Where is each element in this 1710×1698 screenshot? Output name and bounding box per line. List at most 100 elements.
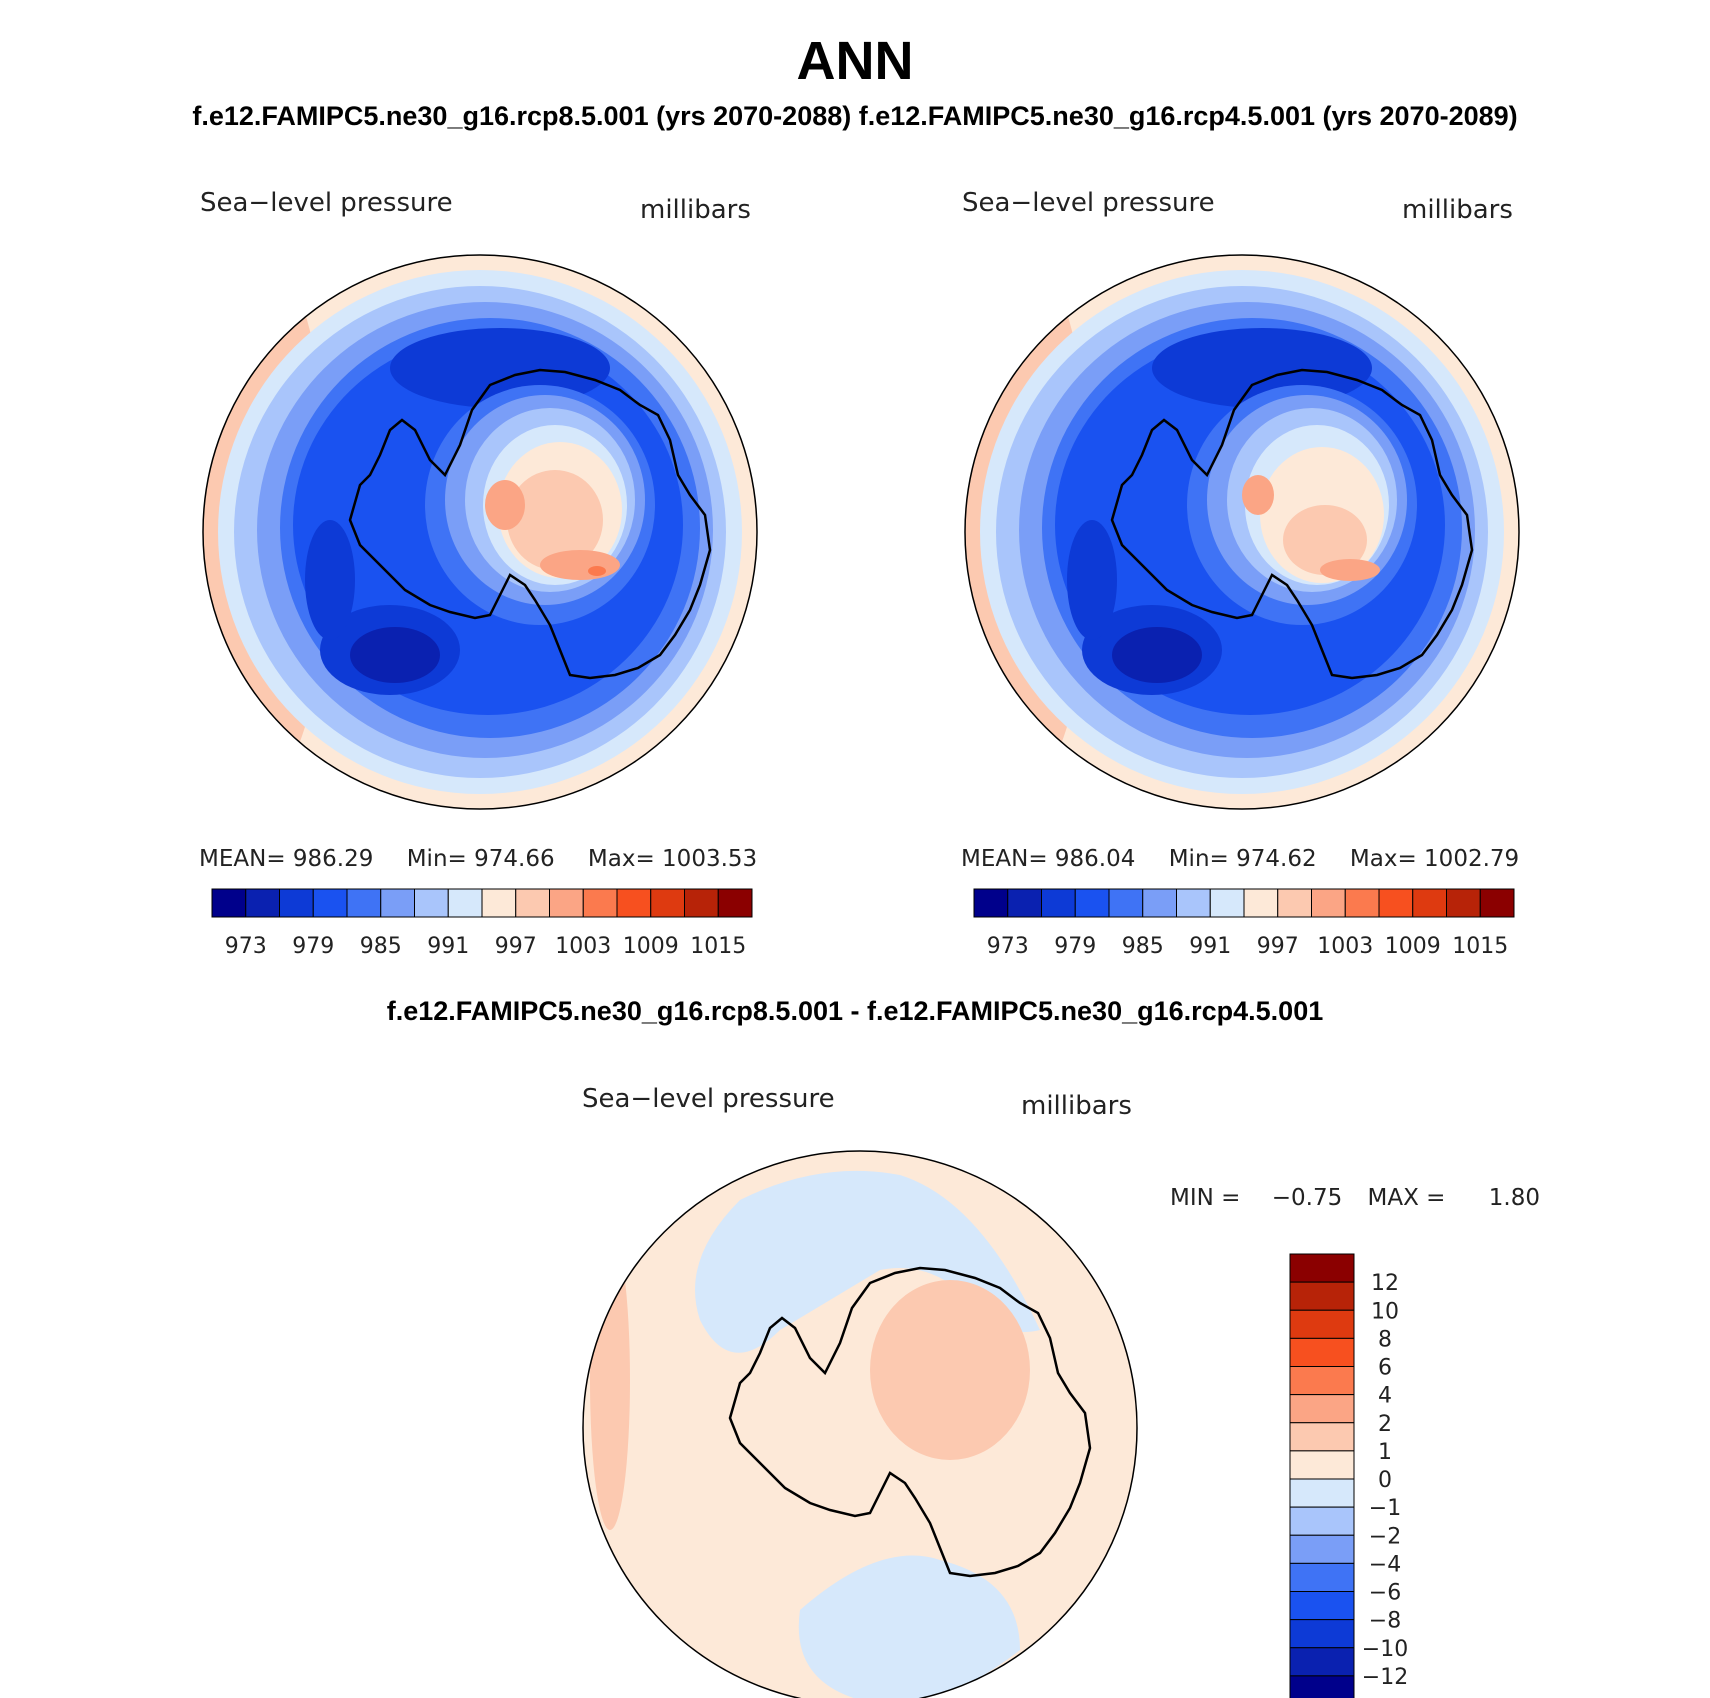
colorbar-tick-label: 1015 — [1452, 934, 1508, 959]
colorbar-swatch — [1289, 1506, 1355, 1536]
max-stat-right: Max= 1002.79 — [1349, 846, 1520, 872]
colorbar-right: 973 979 985 991 997 1003 1009 1015 — [973, 888, 1515, 959]
colorbar-swatch — [1289, 1450, 1355, 1480]
colorbar-tick-label: −8 — [1369, 1609, 1401, 1634]
colorbar-tick-label: 1003 — [555, 934, 611, 959]
colorbar-swatch — [515, 888, 550, 918]
colorbar-swatch — [1108, 888, 1144, 918]
variable-label-right: Sea−level pressure — [962, 188, 1215, 218]
max-stat-left: Max= 1003.53 — [587, 846, 758, 872]
colorbar-swatch — [1041, 888, 1076, 918]
units-label-diff: millibars — [1021, 1091, 1132, 1121]
colorbar-swatch — [1446, 888, 1481, 918]
map-boundary — [964, 254, 1520, 810]
colorbar-tick-label: 4 — [1378, 1384, 1392, 1409]
colorbar-swatch — [380, 888, 415, 918]
colorbar-tick-label: 979 — [1054, 934, 1096, 959]
colorbar-swatch — [1311, 888, 1346, 918]
colorbar-tick-label: 1 — [1378, 1440, 1392, 1465]
colorbar-tick-label: −4 — [1369, 1552, 1401, 1577]
colorbar-tick-label: 997 — [495, 934, 537, 959]
colorbar-swatch — [1344, 888, 1380, 918]
case-subtitle-left: f.e12.FAMIPC5.ne30_g16.rcp8.5.001 (yrs 2… — [192, 101, 852, 131]
case-subtitle-right: f.e12.FAMIPC5.ne30_g16.rcp4.5.001 (yrs 2… — [858, 101, 1518, 131]
stats-row-left: MEAN= 986.29 Min= 974.66 Max= 1003.53 — [199, 846, 783, 872]
colorbar-tick-label: −2 — [1369, 1524, 1401, 1549]
colorbar-swatch — [1479, 888, 1515, 918]
colorbar-tick-label: 1009 — [1385, 934, 1441, 959]
colorbar-tick-label: −12 — [1362, 1665, 1408, 1690]
colorbar-swatch — [447, 888, 483, 918]
colorbar-left: 973 979 985 991 997 1003 1009 1015 — [211, 888, 753, 959]
colorbar-swatch — [1209, 888, 1245, 918]
colorbar-swatch — [1243, 888, 1279, 918]
min-stat-left: Min= 974.66 — [406, 846, 555, 872]
colorbar-swatch — [1007, 888, 1042, 918]
colorbar-tick-label: −1 — [1369, 1496, 1401, 1521]
colorbar-swatch — [549, 888, 584, 918]
colorbar-tick-label: −6 — [1369, 1581, 1401, 1606]
colorbar-swatch — [1289, 1562, 1355, 1592]
variable-label-diff: Sea−level pressure — [582, 1084, 835, 1114]
difference-title: f.e12.FAMIPC5.ne30_g16.rcp8.5.001 - f.e1… — [386, 996, 1324, 1026]
colorbar-swatch — [1289, 1337, 1355, 1367]
colorbar-swatch — [1074, 888, 1110, 918]
colorbar-tick-label: 973 — [987, 934, 1029, 959]
colorbar-swatch — [1289, 1366, 1355, 1396]
colorbar-tick-label: 10 — [1371, 1299, 1399, 1324]
colorbar-tick-label: 6 — [1378, 1356, 1392, 1381]
mean-stat-left: MEAN= 986.29 — [199, 846, 374, 872]
stats-row-right: MEAN= 986.04 Min= 974.62 Max= 1002.79 — [961, 846, 1545, 872]
colorbar-swatch — [1289, 1422, 1355, 1452]
colorbar-tick-label: 1009 — [623, 934, 679, 959]
min-stat-right: Min= 974.62 — [1168, 846, 1317, 872]
map-boundary — [582, 1150, 1138, 1698]
colorbar-tick-label: 12 — [1371, 1271, 1399, 1296]
colorbar-tick-label: 973 — [225, 934, 267, 959]
colorbar-swatch — [1289, 1534, 1355, 1564]
colorbar-swatch — [1289, 1619, 1355, 1649]
colorbar-swatch — [414, 888, 449, 918]
colorbar-swatch — [616, 888, 652, 918]
colorbar-swatch — [211, 888, 247, 918]
colorbar-swatch — [582, 888, 618, 918]
colorbar-swatch — [312, 888, 348, 918]
colorbar-swatch — [1289, 1309, 1355, 1339]
colorbar-swatch — [717, 888, 753, 918]
colorbar-tick-label: 1015 — [690, 934, 746, 959]
colorbar-swatch — [1289, 1478, 1355, 1508]
colorbar-tick-label: 1003 — [1317, 934, 1373, 959]
colorbar-swatch — [650, 888, 685, 918]
colorbar-swatch — [1289, 1647, 1355, 1677]
colorbar-swatch — [1277, 888, 1312, 918]
mean-stat-right: MEAN= 986.04 — [961, 846, 1136, 872]
colorbar-tick-label: 8 — [1378, 1327, 1392, 1352]
colorbar-tick-label: 0 — [1378, 1468, 1392, 1493]
map-panel-diff — [582, 1150, 1138, 1698]
colorbar-swatch — [1412, 888, 1447, 918]
colorbar-swatch — [1289, 1591, 1355, 1621]
map-panel-right — [964, 254, 1520, 810]
colorbar-swatch — [973, 888, 1009, 918]
colorbar-tick-label: 979 — [292, 934, 334, 959]
colorbar-swatch — [1378, 888, 1414, 918]
units-label-right: millibars — [1402, 195, 1513, 225]
units-label-left: millibars — [640, 195, 751, 225]
colorbar-tick-label: 985 — [1122, 934, 1164, 959]
map-boundary — [202, 254, 758, 810]
colorbar-tick-label: 2 — [1378, 1412, 1392, 1437]
map-panel-left — [202, 254, 758, 810]
colorbar-tick-label: 985 — [360, 934, 402, 959]
colorbar-tick-label: 991 — [427, 934, 469, 959]
stats-row-diff: MIN = −0.75 MAX = 1.80 — [1170, 1185, 1540, 1211]
colorbar-swatch — [481, 888, 517, 918]
page-title: ANN — [796, 31, 914, 91]
colorbar-tick-label: −10 — [1362, 1637, 1408, 1662]
colorbar-swatch — [346, 888, 382, 918]
colorbar-swatch — [684, 888, 719, 918]
colorbar-tick-label: 991 — [1189, 934, 1231, 959]
colorbar-tick-label: 997 — [1257, 934, 1299, 959]
colorbar-swatch — [1289, 1281, 1355, 1311]
